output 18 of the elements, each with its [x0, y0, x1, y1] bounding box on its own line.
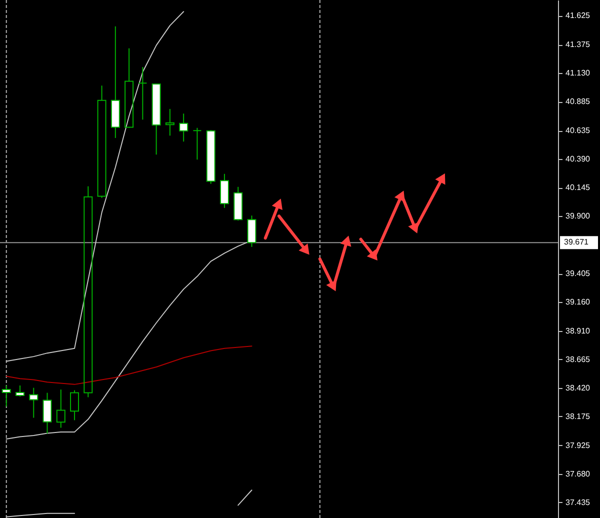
- ref-line-label: 39.671: [564, 238, 590, 247]
- y-tick-label: 39.900: [566, 212, 591, 221]
- y-tick-label: 40.390: [566, 154, 591, 164]
- y-tick-label: 38.910: [566, 326, 591, 336]
- y-tick-label: 40.635: [566, 126, 591, 136]
- y-tick-label: 39.405: [566, 269, 591, 278]
- y-tick-label: 40.145: [566, 183, 591, 192]
- y-tick-label: 41.375: [566, 40, 591, 50]
- y-tick-label: 38.665: [566, 354, 591, 364]
- y-tick-label: 40.885: [566, 97, 591, 106]
- y-tick-label: 37.925: [566, 440, 591, 450]
- y-tick-label: 41.130: [566, 68, 591, 78]
- y-tick-label: 37.680: [566, 469, 591, 478]
- y-tick-label: 37.435: [566, 498, 591, 507]
- y-tick-label: 41.625: [566, 11, 591, 20]
- y-tick-label: 38.420: [566, 383, 591, 392]
- y-tick-label: 39.160: [566, 297, 591, 306]
- y-tick-label: 38.175: [566, 412, 591, 421]
